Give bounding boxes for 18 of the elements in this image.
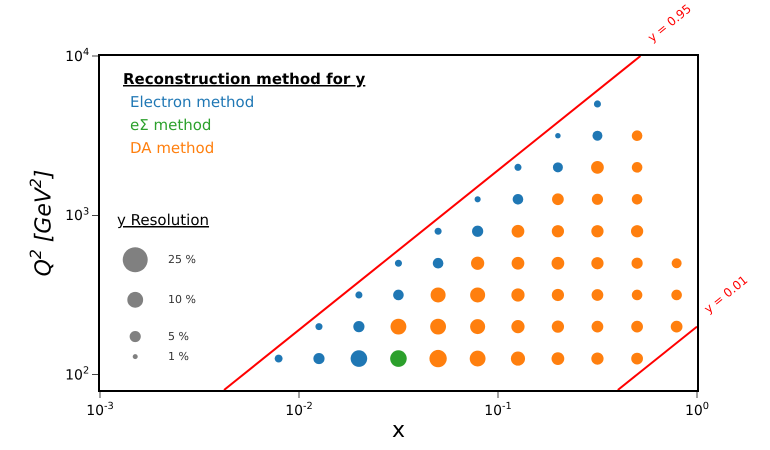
text: Electron method <box>130 93 254 111</box>
legend-label: 10 % <box>168 293 196 306</box>
annotation: y = 0.01 <box>701 272 750 316</box>
x-tick-label: 10$^{0}$ <box>684 400 710 419</box>
x-tick-label: 10$^{-1}$ <box>484 400 512 419</box>
legend-label: 1 % <box>168 350 189 363</box>
legend-label: 5 % <box>168 330 189 343</box>
x-axis-title: x <box>392 418 406 444</box>
legend-title: Reconstruction method for y <box>123 70 366 88</box>
y-tick-label: 10$^{2}$ <box>65 366 90 384</box>
text: eΣ method <box>130 116 212 134</box>
y-tick-label: 10$^{3}$ <box>65 206 90 224</box>
x-tick-label: 10$^{-3}$ <box>86 400 114 419</box>
y-tick-label: 10$^{4}$ <box>65 47 90 65</box>
legend-label: 25 % <box>168 253 196 266</box>
annotation: y Resolution <box>117 211 210 229</box>
text: DA method <box>130 139 214 157</box>
x-tick-label: 10$^{-2}$ <box>285 400 313 419</box>
